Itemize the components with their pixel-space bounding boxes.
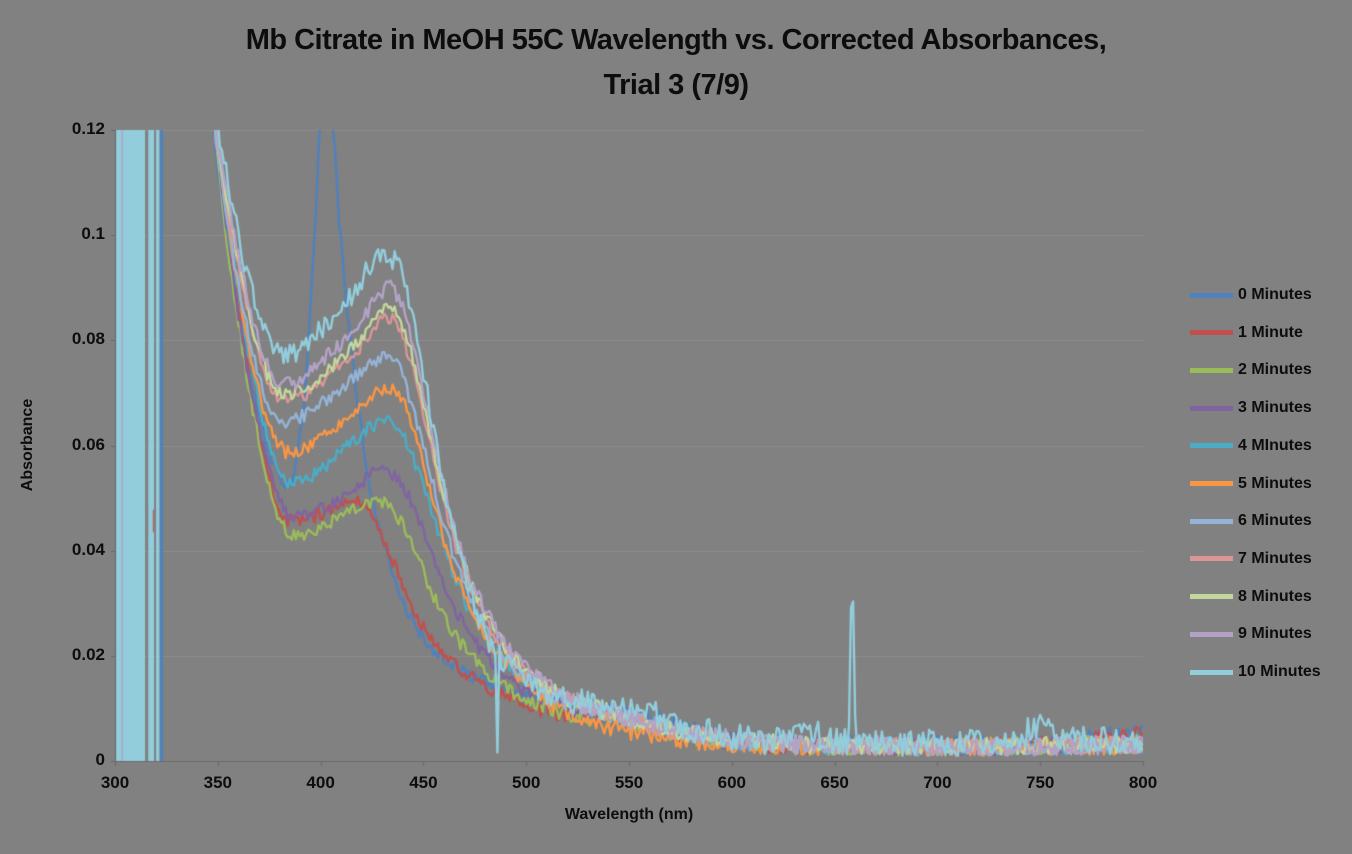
legend-line-swatch (1190, 443, 1233, 449)
legend-label: 6 Minutes (1238, 512, 1312, 530)
legend-label: 0 Minutes (1238, 286, 1312, 303)
legend-label: 1 Minute (1238, 323, 1303, 341)
legend-line-swatch (1190, 556, 1233, 562)
legend-item: 6 Minutes (1190, 509, 1312, 533)
x-tick-label: 450 (409, 773, 438, 792)
legend-item: 2 Minutes (1190, 358, 1312, 382)
chart-title-line2: Trial 3 (7/9) (603, 69, 749, 101)
x-tick-label: 800 (1128, 773, 1158, 792)
x-tick-label: 350 (203, 773, 232, 792)
y-tick-label: 0.06 (71, 434, 105, 454)
legend-label: 9 Minutes (1238, 625, 1312, 643)
y-tick-label: 0.08 (71, 329, 105, 349)
legend-label: 5 Minutes (1238, 474, 1312, 492)
legend-line-swatch (1190, 594, 1233, 600)
x-axis-title: Wavelength (nm) (564, 806, 694, 823)
x-tick-label: 650 (820, 773, 849, 792)
legend-item: 5 Minutes (1190, 472, 1312, 496)
legend-item: 8 Minutes (1190, 585, 1312, 609)
legend-label: 8 Minutes (1238, 587, 1312, 605)
y-tick-label: 0.02 (71, 644, 105, 664)
legend-line-swatch (1190, 330, 1233, 336)
x-tick-label: 500 (512, 773, 541, 792)
legend-line-swatch (1190, 631, 1233, 637)
x-tick-label: 700 (923, 773, 952, 792)
legend-line-swatch (1190, 405, 1233, 411)
legend-line-swatch (1190, 518, 1233, 524)
legend-line-swatch (1190, 367, 1233, 373)
legend-label: 4 MInutes (1238, 436, 1312, 454)
chart-title-line1: Mb Citrate in MeOH 55C Wavelength vs. Co… (245, 24, 1107, 56)
legend-item: 7 Minutes (1190, 547, 1312, 571)
x-tick-label: 550 (614, 773, 644, 792)
legend-label: 3 Minutes (1238, 399, 1312, 417)
legend-line-swatch (1190, 292, 1233, 298)
legend-item: 10 Minutes (1190, 660, 1321, 684)
y-tick-label: 0.04 (71, 539, 105, 559)
legend-item: 3 Minutes (1190, 396, 1312, 420)
legend-line-swatch (1190, 481, 1233, 486)
x-tick-label: 750 (1026, 773, 1055, 792)
y-tick-label: 0.1 (81, 224, 105, 244)
legend-line-swatch (1190, 669, 1233, 675)
legend-item: 9 Minutes (1190, 622, 1312, 646)
x-tick-label: 600 (717, 773, 746, 792)
legend-item: 0 Minutes (1190, 283, 1312, 307)
y-tick-label: 0 (95, 750, 105, 769)
y-axis-title: Absorbance (19, 398, 36, 492)
legend-label: 7 Minutes (1238, 549, 1312, 567)
chart-title: Mb Citrate in MeOH 55C Wavelength vs. Co… (0, 18, 1352, 108)
legend-item: 1 Minute (1190, 321, 1303, 345)
legend-item: 4 MInutes (1190, 434, 1312, 458)
y-tick-label: 0.12 (71, 119, 105, 138)
x-tick-label: 300 (100, 773, 130, 792)
legend-label: 10 Minutes (1238, 663, 1321, 680)
x-tick-label: 400 (306, 773, 335, 792)
legend-label: 2 Minutes (1238, 361, 1312, 379)
